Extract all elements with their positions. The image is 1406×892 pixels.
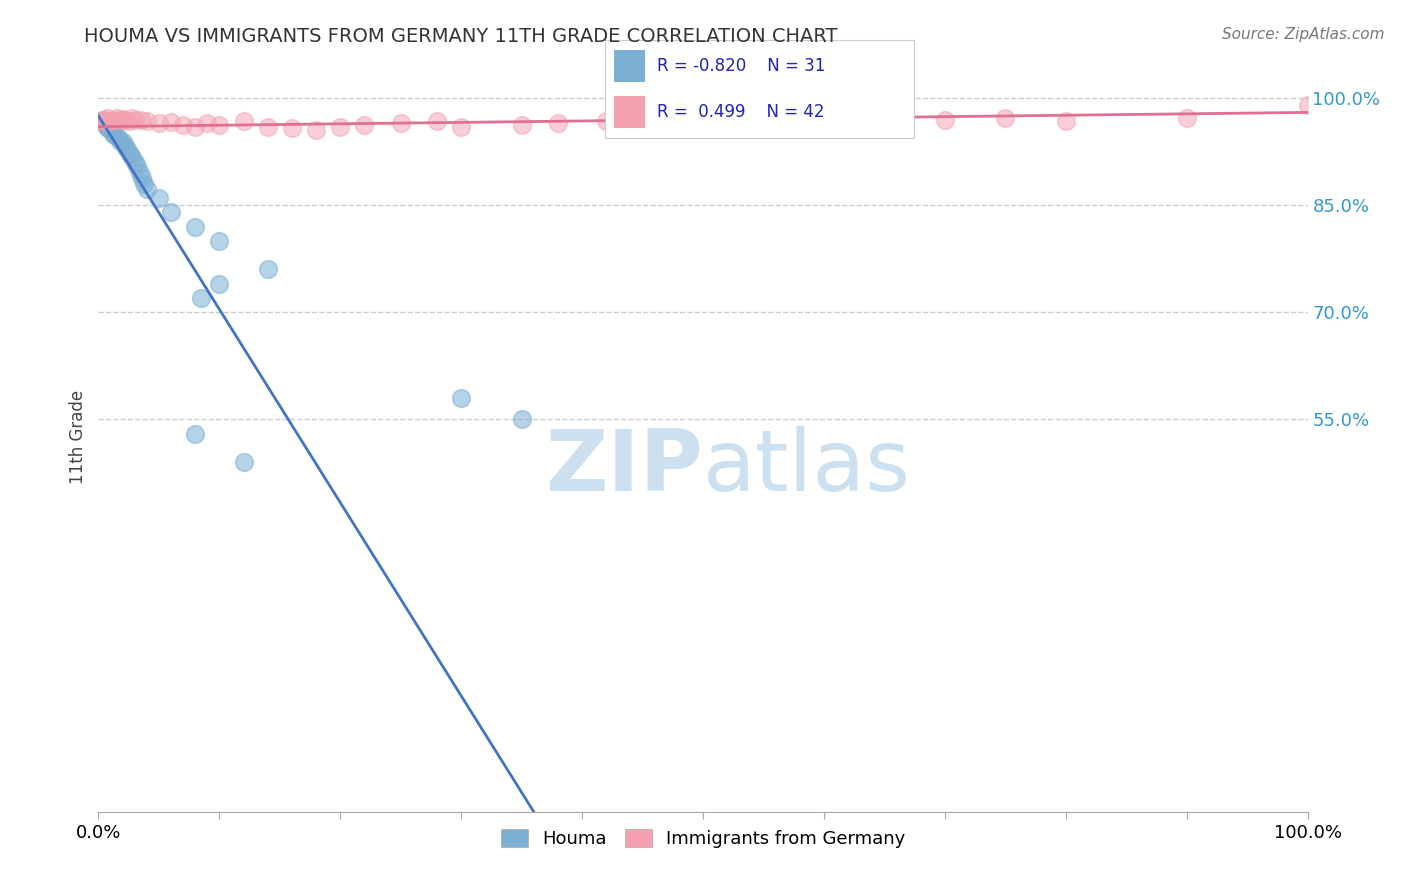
Point <box>101 127 124 141</box>
Point <box>1054 114 1077 128</box>
Point <box>135 114 157 128</box>
Point <box>96 120 118 134</box>
Point <box>450 120 472 134</box>
Bar <box>614 50 645 82</box>
Text: atlas: atlas <box>703 425 911 508</box>
Bar <box>614 96 645 128</box>
Point <box>135 182 157 196</box>
Point <box>450 391 472 405</box>
Point <box>160 205 183 219</box>
Point <box>124 113 146 128</box>
Point <box>595 114 617 128</box>
Point <box>124 155 146 169</box>
Point <box>100 114 122 128</box>
Point <box>91 112 114 127</box>
Text: ZIP: ZIP <box>546 425 703 508</box>
Point <box>692 112 714 127</box>
Text: R =  0.499    N = 42: R = 0.499 N = 42 <box>657 103 825 121</box>
Point <box>353 118 375 132</box>
Point <box>108 134 131 148</box>
Text: HOUMA VS IMMIGRANTS FROM GERMANY 11TH GRADE CORRELATION CHART: HOUMA VS IMMIGRANTS FROM GERMANY 11TH GR… <box>84 27 838 45</box>
Point <box>873 114 896 128</box>
Point <box>994 111 1017 125</box>
Point <box>184 219 207 234</box>
Text: R = -0.820    N = 31: R = -0.820 N = 31 <box>657 57 825 75</box>
Point <box>118 146 141 161</box>
Point <box>111 136 134 150</box>
Point <box>96 111 118 125</box>
Point <box>184 120 207 134</box>
Point <box>305 123 328 137</box>
Point <box>121 150 143 164</box>
Point <box>232 455 254 469</box>
Point <box>190 291 212 305</box>
Point <box>256 262 278 277</box>
Legend: Houma, Immigrants from Germany: Houma, Immigrants from Germany <box>494 822 912 855</box>
Y-axis label: 11th Grade: 11th Grade <box>69 390 87 484</box>
Point <box>208 234 231 248</box>
Point <box>329 120 352 134</box>
Point <box>389 116 412 130</box>
Point <box>1296 98 1319 112</box>
Point <box>111 112 134 126</box>
Point <box>93 116 115 130</box>
Point <box>510 118 533 132</box>
Point <box>114 112 136 127</box>
Point <box>934 112 956 127</box>
Point <box>134 177 156 191</box>
Point <box>93 112 115 127</box>
Point <box>752 116 775 130</box>
Point <box>510 412 533 426</box>
Point <box>128 166 150 180</box>
Point <box>281 121 304 136</box>
Point <box>105 111 128 125</box>
Point <box>232 114 254 128</box>
Point <box>107 130 129 145</box>
Point <box>114 139 136 153</box>
Point <box>813 114 835 128</box>
Point <box>184 426 207 441</box>
Point <box>208 277 231 291</box>
Point <box>108 113 131 128</box>
Point <box>118 114 141 128</box>
Point <box>547 116 569 130</box>
Point <box>127 159 149 173</box>
Point <box>91 114 114 128</box>
Text: Source: ZipAtlas.com: Source: ZipAtlas.com <box>1222 27 1385 42</box>
Point <box>117 143 139 157</box>
Point <box>101 112 124 127</box>
Point <box>1175 111 1198 125</box>
Point <box>426 114 449 128</box>
Point <box>195 116 218 130</box>
Point <box>131 171 153 186</box>
Point <box>160 114 183 128</box>
Point <box>121 111 143 125</box>
Point <box>256 120 278 134</box>
Point <box>104 128 127 143</box>
Point <box>631 116 654 130</box>
Point <box>129 112 152 127</box>
Point <box>208 118 231 132</box>
Point <box>100 123 122 137</box>
Point <box>148 191 170 205</box>
Point <box>148 116 170 130</box>
Point <box>97 121 120 136</box>
Point <box>172 118 194 132</box>
